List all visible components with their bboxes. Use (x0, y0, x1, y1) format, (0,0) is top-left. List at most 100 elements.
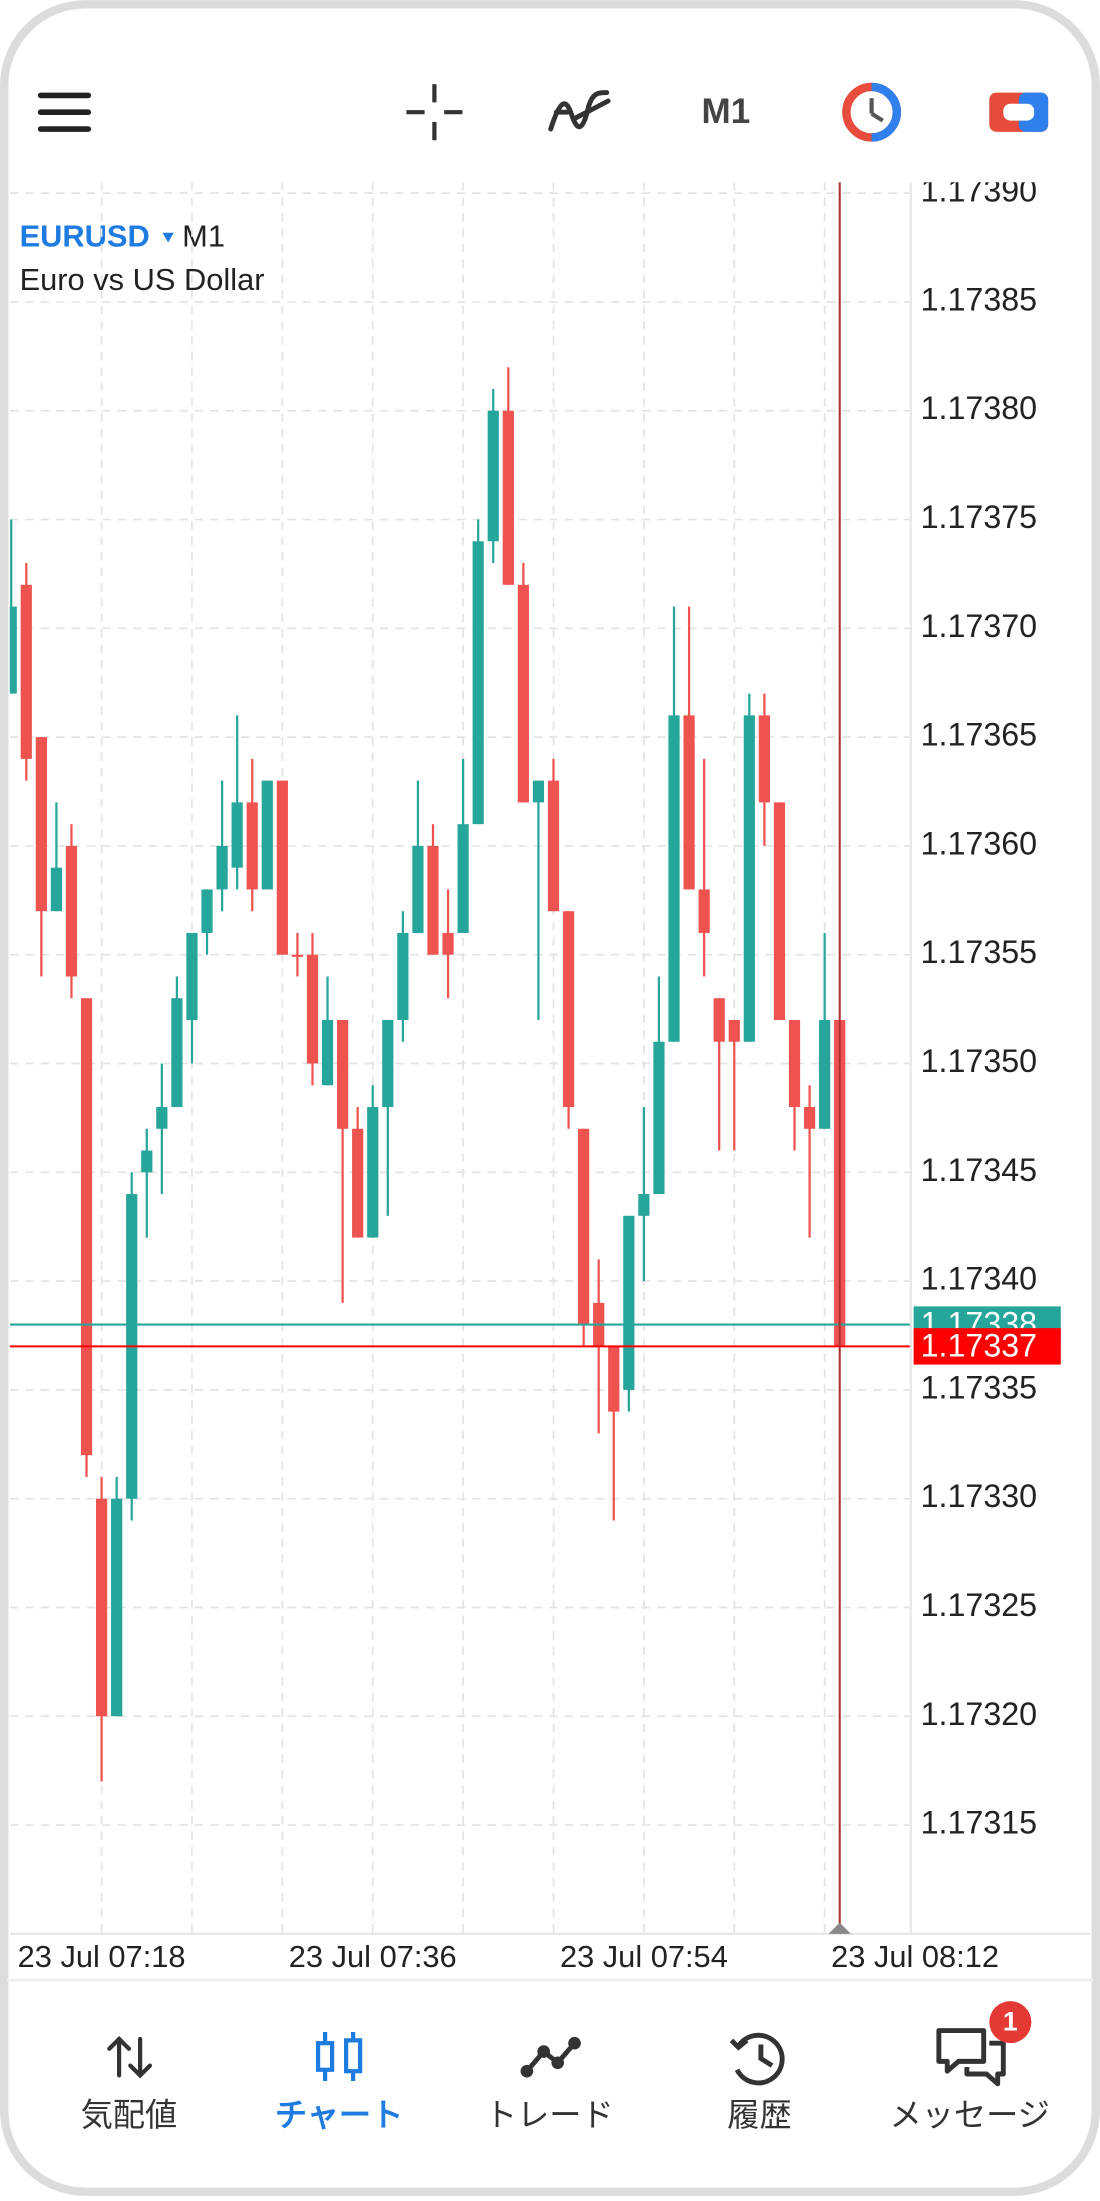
x-tick-label: 23 Jul 08:12 (831, 1939, 999, 1974)
candle-body (517, 584, 529, 803)
candle-body (35, 737, 47, 912)
candle-body (487, 410, 499, 542)
candle-body (397, 932, 409, 1020)
candle-body (231, 802, 243, 868)
menu-button[interactable] (37, 92, 92, 132)
chart-timeframe: M1 (182, 218, 225, 253)
symbol[interactable]: EURUSD (20, 218, 150, 253)
candle-body (532, 780, 545, 803)
x-tick-label: 23 Jul 07:54 (560, 1939, 728, 1974)
candle-body (562, 911, 575, 1108)
y-tick-label: 1.17330 (921, 1478, 1037, 1514)
candle-body (367, 1107, 379, 1238)
candle-body (9, 606, 17, 694)
y-tick-label: 1.17390 (921, 173, 1037, 209)
candle-body (773, 802, 786, 1020)
candle-body (502, 410, 514, 585)
x-tick-label: 23 Jul 07:36 (289, 1939, 457, 1974)
y-tick-label: 1.17345 (921, 1152, 1037, 1188)
nav-messages[interactable] (936, 2028, 1006, 2087)
candle-body (80, 998, 93, 1456)
price-label: 1.17337 (921, 1327, 1037, 1363)
candle-body (216, 845, 228, 890)
candle-body (623, 1215, 635, 1390)
nav-history[interactable] (729, 2032, 785, 2086)
trade-panel-button[interactable] (842, 82, 902, 142)
nav-label: 履歴 (727, 2097, 791, 2133)
y-tick-label: 1.17365 (921, 717, 1037, 753)
candle-body (352, 1128, 364, 1238)
nav-label: メッセージ (889, 2097, 1049, 2133)
symbol-dropdown[interactable] (162, 232, 174, 243)
y-tick-label: 1.17315 (921, 1805, 1037, 1841)
candle-body (638, 1194, 650, 1216)
candle-body (50, 867, 63, 912)
y-tick-label: 1.17335 (921, 1369, 1037, 1405)
y-tick-label: 1.17325 (921, 1587, 1037, 1623)
y-tick-label: 1.17340 (921, 1261, 1037, 1297)
candle-body (111, 1498, 123, 1717)
candle-body (457, 824, 469, 933)
candle-body (547, 780, 560, 912)
candle-body (291, 954, 304, 957)
candle-body (683, 715, 695, 890)
nav-trade[interactable] (520, 2036, 581, 2078)
candle-body (306, 954, 319, 1064)
candle-body (819, 1019, 831, 1129)
candle-body (337, 1019, 349, 1129)
price-label-box (913, 1328, 1061, 1365)
one-click-button[interactable] (989, 92, 1049, 132)
candle-body (713, 998, 725, 1042)
candle-body (382, 1019, 394, 1108)
candle-body (698, 889, 710, 933)
time-axis: 23 Jul 07:18 23 Jul 07:36 23 Jul 07:54 23 J… (9, 182, 1091, 1974)
candle-body (156, 1107, 168, 1129)
nav-chart[interactable] (315, 2031, 363, 2081)
y-tick-label: 1.17380 (921, 390, 1037, 426)
timeframe-button[interactable]: M1 (702, 92, 751, 131)
y-tick-label: 1.17350 (921, 1043, 1037, 1079)
candle-body (412, 845, 424, 933)
y-tick-label: 1.17360 (921, 825, 1037, 861)
candle-body (95, 1498, 108, 1717)
candle-body (578, 1128, 590, 1325)
crosshair-handle (828, 1922, 851, 1934)
nav-quotes[interactable] (107, 2035, 153, 2079)
crosshair-button[interactable] (406, 84, 463, 141)
candle-body (171, 998, 183, 1108)
x-tick-label: 23 Jul 07:18 (18, 1939, 186, 1974)
candle-body (246, 802, 258, 890)
candle-body (141, 1150, 153, 1173)
y-tick-label: 1.17320 (921, 1696, 1037, 1732)
badge-count: 1 (1003, 2007, 1018, 2037)
candle-body (608, 1346, 620, 1412)
candle-body (788, 1019, 801, 1108)
nav-label: トレード (485, 2097, 614, 2133)
y-tick-label: 1.17375 (921, 499, 1037, 535)
candle-body (442, 932, 454, 955)
y-tick-label: 1.17370 (921, 608, 1037, 644)
candle-body (653, 1041, 665, 1195)
candle-body (186, 932, 198, 1020)
candle-body (261, 780, 273, 890)
candle-body (728, 1019, 740, 1042)
price-axis: 1.17390 1.17385 1.17380 1.17375 1.17370 1.173… (921, 173, 1037, 1841)
candle-body (743, 715, 755, 1042)
candle-body (276, 780, 288, 955)
symbol-description: Euro vs US Dollar (20, 262, 265, 297)
candle-body (427, 845, 439, 955)
candle-body (758, 715, 770, 803)
candle-body (20, 584, 32, 759)
nav-label: 気配値 (81, 2097, 178, 2133)
badge (989, 2001, 1032, 2044)
candle-body (201, 889, 213, 933)
toolbar: M1 (37, 82, 1049, 142)
bottom-nav: 気配値 チャート トレード 履歴 メッセージ 1 (81, 2007, 1050, 2133)
candle-body (803, 1107, 816, 1129)
candle-body (321, 1019, 334, 1086)
indicators-button[interactable] (548, 90, 611, 132)
candle-body (65, 845, 78, 977)
